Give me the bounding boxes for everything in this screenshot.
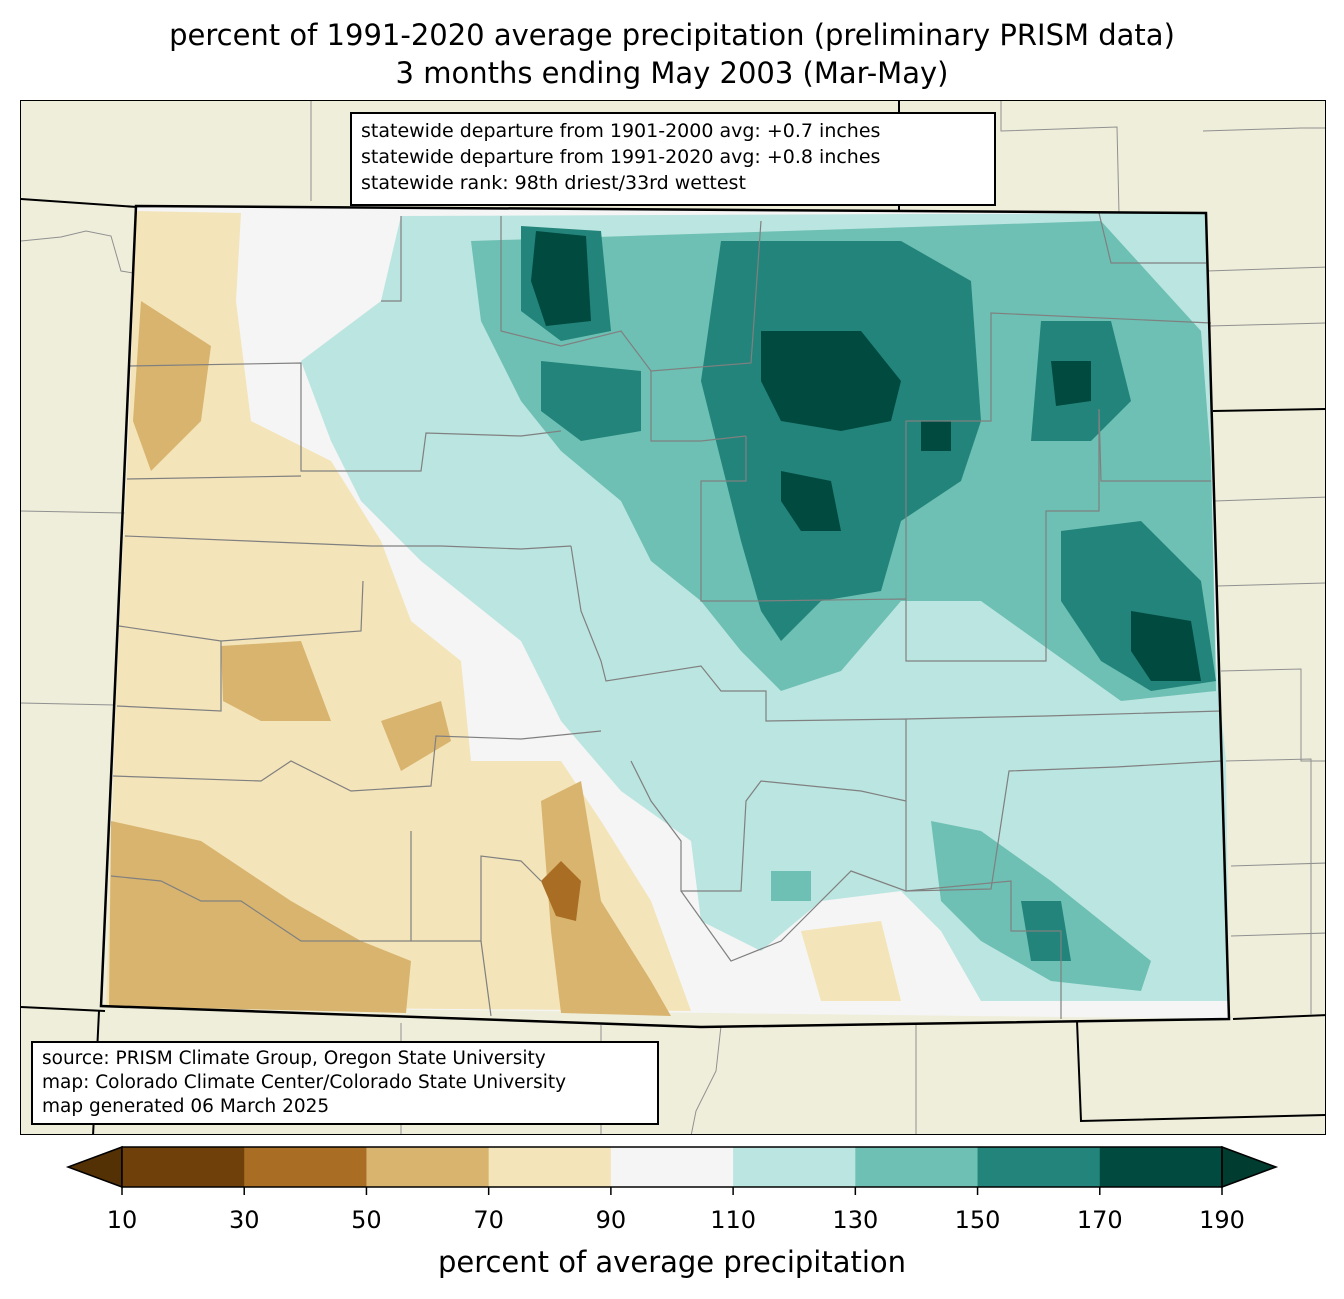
map-title-line1: percent of 1991-2020 average precipitati… bbox=[169, 18, 1175, 52]
wet-regions bbox=[301, 213, 1229, 1001]
colorbar-segment bbox=[244, 1147, 367, 1187]
colorbar-tick-label: 110 bbox=[710, 1206, 757, 1234]
colorbar-under-arrow bbox=[65, 1145, 123, 1189]
colorbar-segment bbox=[122, 1147, 245, 1187]
map-credit-line: map: Colorado Climate Center/Colorado St… bbox=[42, 1072, 567, 1093]
statewide-stats-box: statewide departure from 1901-2000 avg: … bbox=[350, 112, 996, 206]
colorbar-tick-label: 30 bbox=[228, 1206, 260, 1234]
colorbar-segment bbox=[610, 1147, 734, 1187]
colorbar-segment bbox=[855, 1147, 979, 1187]
colorbar-tick-label: 70 bbox=[473, 1206, 504, 1234]
colorbar-segment bbox=[977, 1147, 1101, 1187]
colorbar-segment bbox=[733, 1147, 856, 1187]
map-frame bbox=[20, 100, 1326, 1135]
map-title-line2: 3 months ending May 2003 (Mar-May) bbox=[395, 56, 949, 90]
colorbar-label: percent of average precipitation bbox=[437, 1245, 907, 1279]
colorado-precipitation-map bbox=[21, 101, 1325, 1134]
colorbar-tick-label: 130 bbox=[832, 1206, 879, 1234]
source-box: source: PRISM Climate Group, Oregon Stat… bbox=[31, 1041, 659, 1125]
source-line: source: PRISM Climate Group, Oregon Stat… bbox=[42, 1048, 546, 1069]
stats-departure-1991-2020: statewide departure from 1991-2020 avg: … bbox=[361, 146, 881, 168]
colorbar-tick-label: 50 bbox=[351, 1206, 382, 1234]
colorbar-tick-label: 150 bbox=[954, 1206, 1001, 1234]
colorbar-tick-label: 90 bbox=[595, 1206, 627, 1234]
colorbar-segment bbox=[1099, 1147, 1223, 1187]
colorbar-segment bbox=[366, 1147, 490, 1187]
colorbar-tick-label: 170 bbox=[1076, 1206, 1123, 1234]
colorbar-over-arrow bbox=[1221, 1145, 1279, 1189]
generated-date-line: map generated 06 March 2025 bbox=[42, 1096, 330, 1117]
colorbar bbox=[65, 1145, 1279, 1195]
colorbar-outline bbox=[121, 1146, 1223, 1188]
colorbar-tick-label: 190 bbox=[1199, 1206, 1245, 1234]
colorbar-segment bbox=[488, 1147, 612, 1187]
colorbar-tick-label: 10 bbox=[106, 1206, 138, 1234]
county-lines bbox=[110, 212, 1222, 1019]
stats-departure-1901-2000: statewide departure from 1901-2000 avg: … bbox=[361, 120, 881, 142]
stats-rank: statewide rank: 98th driest/33rd wettest bbox=[361, 172, 746, 194]
colorado-state-border bbox=[99, 204, 1231, 1029]
